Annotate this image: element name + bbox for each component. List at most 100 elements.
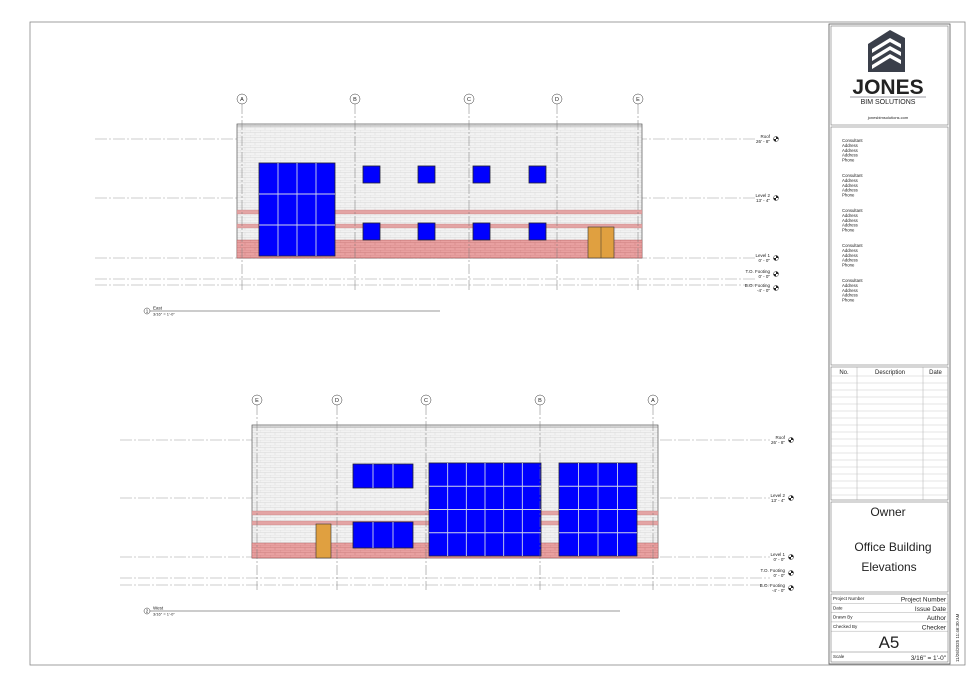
field-value: Project Number xyxy=(901,597,947,604)
view-number: 2 xyxy=(146,609,149,614)
level-symbol-fill xyxy=(773,136,779,142)
window xyxy=(417,165,436,184)
consultant-line: Address xyxy=(842,223,858,228)
window xyxy=(352,521,414,549)
view-number: 1 xyxy=(146,309,149,314)
consultant-line: Consultant xyxy=(842,278,863,283)
brick-band xyxy=(236,223,643,229)
consultant-line: Phone xyxy=(842,228,855,233)
grid-bubble xyxy=(632,93,644,105)
owner: Owner xyxy=(870,505,905,519)
grid-bubble xyxy=(331,394,343,406)
consultant-line: Phone xyxy=(842,263,855,268)
website: jonesbimsolutions.com xyxy=(867,115,909,120)
field-label: Project Number xyxy=(833,596,865,601)
consultant-line: Address xyxy=(842,213,858,218)
level-name: B.O. Footing xyxy=(760,583,786,588)
consultant-line: Phone xyxy=(842,158,855,163)
grid-bubble xyxy=(420,394,432,406)
project-name: Office Building xyxy=(854,540,931,554)
level-elevation: 0' - 0" xyxy=(774,557,786,562)
level-elevation: 13' - 4" xyxy=(756,198,770,203)
timestamp: 11/26/2025 11:46:30 AM xyxy=(955,613,960,662)
level-elevation: -4' - 0" xyxy=(772,588,785,593)
field-label: Drawn By xyxy=(833,615,853,620)
logo-tagline: BIM SOLUTIONS xyxy=(861,99,916,106)
level-elevation: 0' - 0" xyxy=(759,274,771,279)
consultant-line: Consultant xyxy=(842,138,863,143)
grid-bubble xyxy=(463,93,475,105)
view-name: West xyxy=(153,606,164,611)
consultant-line: Address xyxy=(842,293,858,298)
level-name: Roof xyxy=(760,134,770,139)
revision-header: Description xyxy=(875,370,905,376)
revision-header: No. xyxy=(839,370,849,376)
scale-label: Scale xyxy=(833,654,845,659)
window xyxy=(362,165,381,184)
revision-header: Date xyxy=(929,370,942,376)
level-name: T.O. Footing xyxy=(760,568,785,573)
level-elevation: 26' - 8" xyxy=(771,440,785,445)
consultant-line: Address xyxy=(842,248,858,253)
consultant-line: Phone xyxy=(842,298,855,303)
grid-label: E xyxy=(255,398,259,404)
level-elevation: 0' - 0" xyxy=(759,258,771,263)
grid-label: C xyxy=(467,97,471,103)
level-symbol-fill xyxy=(773,195,779,201)
grid-bubble xyxy=(534,394,546,406)
consultant-line: Address xyxy=(842,188,858,193)
consultant-line: Consultant xyxy=(842,243,863,248)
grid-label: D xyxy=(335,398,339,404)
level-name: B.O. Footing xyxy=(745,283,771,288)
consultant-line: Consultant xyxy=(842,208,863,213)
window xyxy=(472,222,491,241)
level-name: Roof xyxy=(775,435,785,440)
view-name: East xyxy=(153,306,163,311)
sheet-name: Elevations xyxy=(861,560,916,574)
consultant-line: Address xyxy=(842,288,858,293)
consultant-line: Consultant xyxy=(842,173,863,178)
logo-name: JONES xyxy=(852,76,923,99)
brick-band xyxy=(236,209,643,215)
level-elevation: 0' - 0" xyxy=(774,573,786,578)
grid-bubble xyxy=(236,93,248,105)
level-name: Level 1 xyxy=(755,253,770,258)
level-symbol-fill xyxy=(788,437,794,443)
sheet-border xyxy=(29,21,966,666)
window xyxy=(362,222,381,241)
level-symbol-fill xyxy=(788,554,794,560)
title-block: JONES BIM SOLUTIONS jonesbimsolutions.co… xyxy=(828,23,960,665)
level-name: T.O. Footing xyxy=(745,269,770,274)
consultant-line: Address xyxy=(842,283,858,288)
consultant-line: Address xyxy=(842,143,858,148)
sheet-number: A5 xyxy=(879,633,900,652)
view-scale: 3/16" = 1'-0" xyxy=(153,612,175,617)
window xyxy=(528,222,547,241)
field-value: Checker xyxy=(922,624,947,631)
window xyxy=(417,222,436,241)
consultant-line: Address xyxy=(842,148,858,153)
grid-bubble xyxy=(349,93,361,105)
level-name: Level 2 xyxy=(770,493,785,498)
level-elevation: 26' - 8" xyxy=(756,139,770,144)
field-value: Issue Date xyxy=(915,606,946,613)
consultant-line: Address xyxy=(842,218,858,223)
view-scale: 3/16" = 1'-0" xyxy=(153,312,175,317)
window xyxy=(528,165,547,184)
scale-value: 3/16" = 1'-0" xyxy=(911,655,947,662)
grid-label: B xyxy=(538,398,542,404)
logo-icon xyxy=(868,30,905,72)
grid-label: A xyxy=(240,97,244,103)
grid-label: A xyxy=(651,398,655,404)
consultant-line: Address xyxy=(842,253,858,258)
level-symbol-fill xyxy=(788,495,794,501)
field-label: Checked By xyxy=(833,624,858,629)
level-name: Level 1 xyxy=(770,552,785,557)
level-symbol-fill xyxy=(773,271,779,277)
window xyxy=(472,165,491,184)
consultant-line: Address xyxy=(842,178,858,183)
consultant-line: Address xyxy=(842,183,858,188)
level-name: Level 2 xyxy=(755,193,770,198)
